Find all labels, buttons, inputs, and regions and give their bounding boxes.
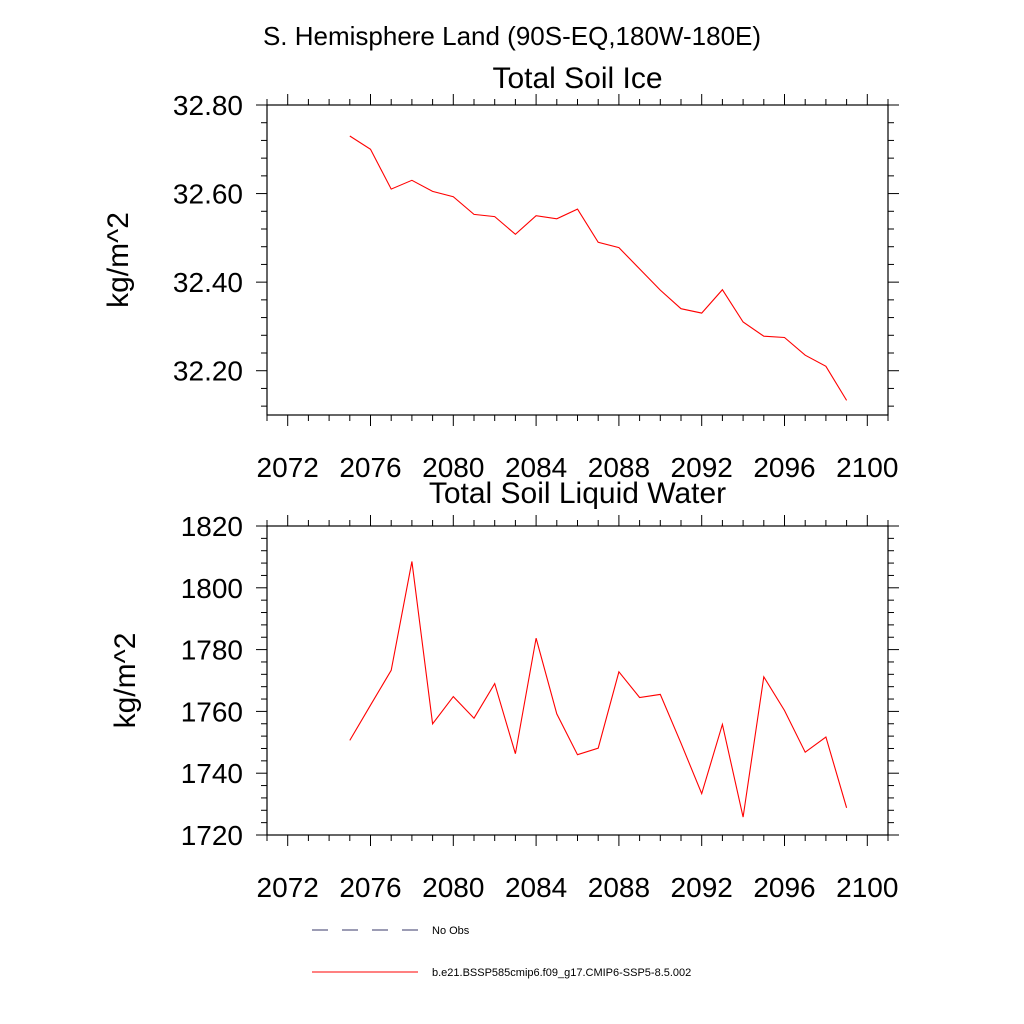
- y-tick-label: 1740: [181, 758, 243, 789]
- series-line: [349, 135, 848, 401]
- chart-panels: Total Soil Ice kg/m^2 2072 2076 2080 2084 2088…: [102, 62, 899, 903]
- x-tick-label: 2100: [836, 872, 898, 903]
- y-axis-label: kg/m^2: [102, 212, 135, 308]
- y-tick-label: 1780: [181, 635, 243, 666]
- y-tick-label: 32.20: [173, 356, 243, 387]
- y-tick-label: 32.60: [173, 179, 243, 210]
- x-tick-label: 2088: [588, 872, 650, 903]
- x-tick-label: 2092: [671, 452, 733, 483]
- y-axis-label: kg/m^2: [109, 633, 142, 729]
- y-tick-label: 1720: [181, 820, 243, 851]
- chart-panel-2: Total Soil Liquid Water kg/m^2 2072 2076 208…: [109, 477, 899, 903]
- y-tick-label: 32.80: [173, 90, 243, 121]
- figure-title: S. Hemisphere Land (90S-EQ,180W-180E): [263, 21, 761, 51]
- plot-frame: [266, 104, 889, 416]
- x-tick-label: 2084: [505, 872, 567, 903]
- x-tick-label: 2100: [836, 452, 898, 483]
- chart-title: Total Soil Ice: [492, 62, 662, 95]
- legend: No Obs b.e21.BSSP585cmip6.f09_g17.CMIP6-S…: [312, 925, 691, 979]
- x-tick-label: 2072: [257, 872, 319, 903]
- x-tick-label: 2096: [753, 452, 815, 483]
- x-tick-label: 2076: [339, 872, 401, 903]
- x-tick-label: 2072: [257, 452, 319, 483]
- x-tick-label: 2088: [588, 452, 650, 483]
- chart-panel-1: Total Soil Ice kg/m^2 2072 2076 2080 2084 2088…: [102, 62, 899, 483]
- y-tick-label: 1760: [181, 696, 243, 727]
- x-tick-label: 2084: [505, 452, 567, 483]
- plot-frame: [266, 525, 889, 836]
- x-tick-label: 2080: [422, 872, 484, 903]
- y-tick-label: 1800: [181, 573, 243, 604]
- series-line: [349, 561, 848, 818]
- legend-label: b.e21.BSSP585cmip6.f09_g17.CMIP6-SSP5-8.…: [432, 967, 691, 979]
- y-tick-label: 32.40: [173, 267, 243, 298]
- legend-label: No Obs: [432, 925, 470, 937]
- chart-title: Total Soil Liquid Water: [429, 477, 726, 510]
- x-tick-label: 2092: [671, 872, 733, 903]
- x-tick-label: 2080: [422, 452, 484, 483]
- x-tick-label: 2096: [753, 872, 815, 903]
- y-tick-label: 1820: [181, 511, 243, 542]
- x-tick-label: 2076: [339, 452, 401, 483]
